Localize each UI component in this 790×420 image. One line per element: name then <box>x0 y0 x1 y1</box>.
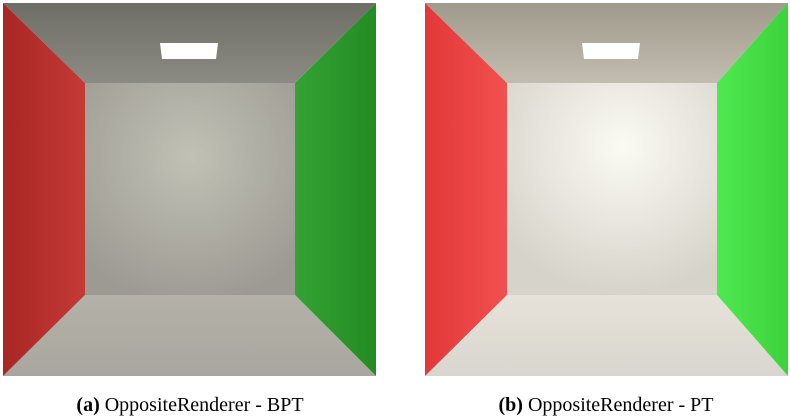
ceiling-light <box>160 43 218 59</box>
caption-a: (a) OppositeRenderer - BPT <box>76 394 303 416</box>
caption-text: OppositeRenderer - BPT <box>105 394 304 416</box>
caption-b: (b) OppositeRenderer - PT <box>499 394 714 416</box>
caption-label: (b) <box>499 394 523 416</box>
caption-text: OppositeRenderer - PT <box>528 394 714 416</box>
ceiling-light <box>582 43 640 59</box>
page: (a) OppositeRenderer - BPT (b) OppositeR… <box>0 0 790 420</box>
back-wall <box>85 83 295 295</box>
figure: (a) OppositeRenderer - BPT (b) OppositeR… <box>0 0 790 420</box>
caption-label: (a) <box>76 394 99 416</box>
cornell-box-render <box>3 3 376 376</box>
back-wall <box>507 83 717 295</box>
cornell-box-render <box>425 3 788 376</box>
